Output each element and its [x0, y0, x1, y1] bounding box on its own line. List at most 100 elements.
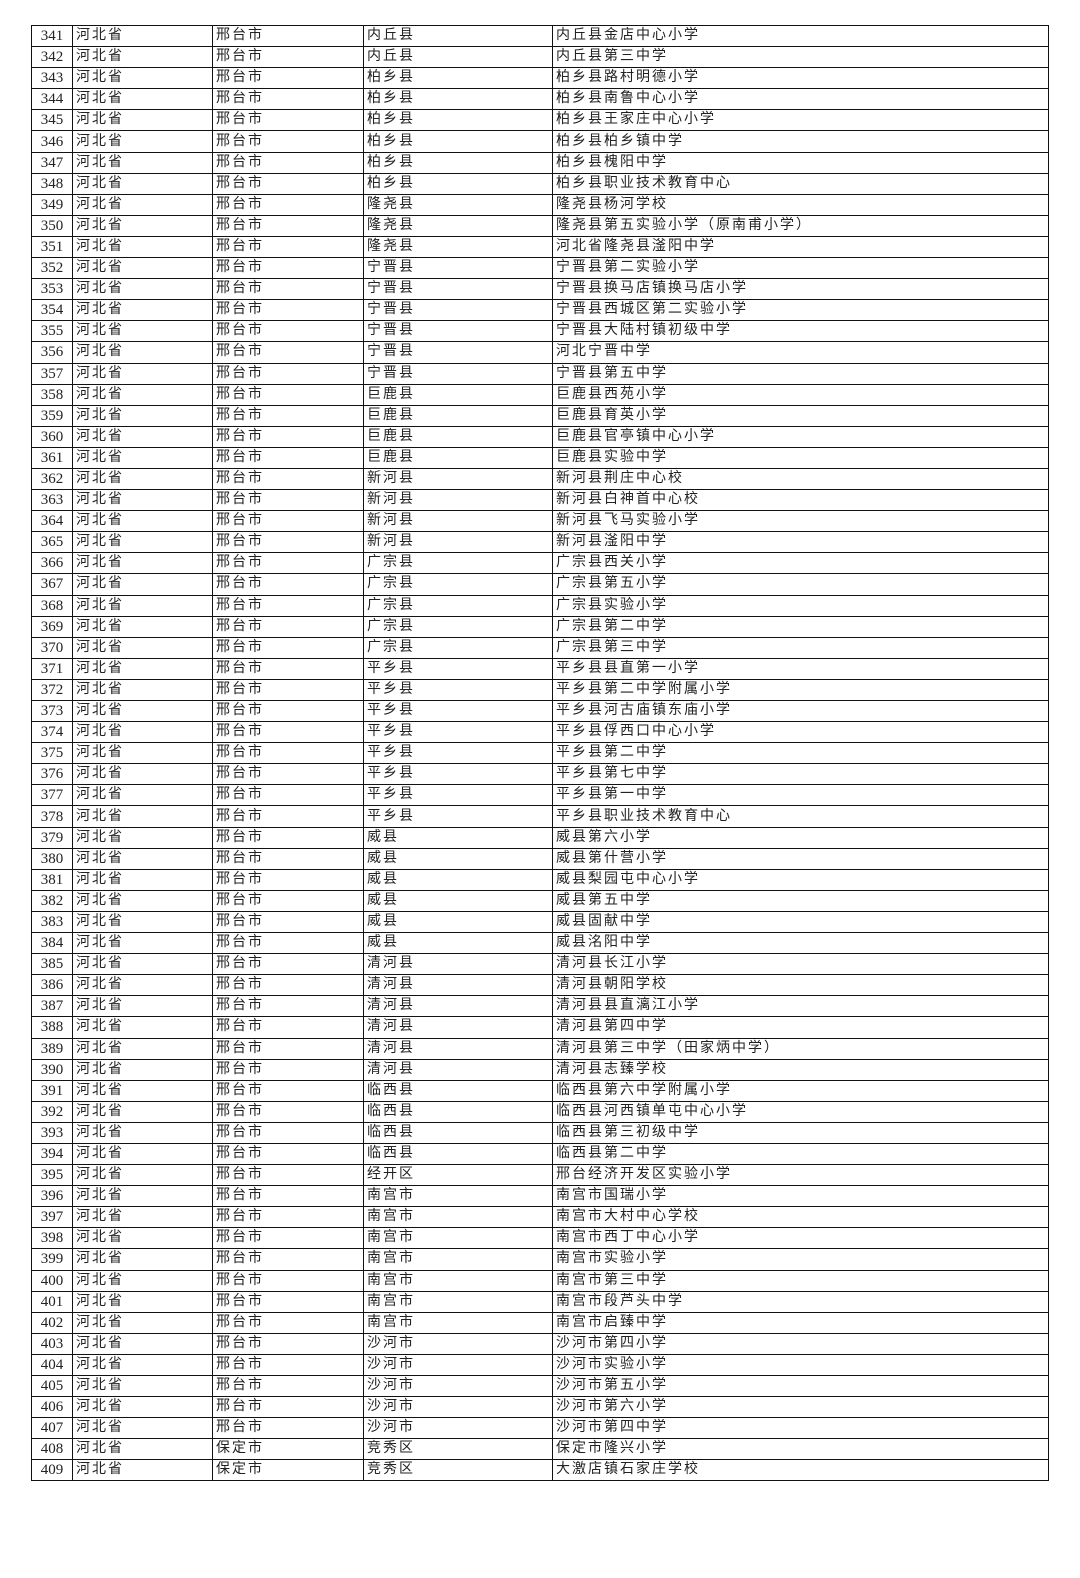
- table-body: 341 河北省 邢台市 内丘县 内丘县金店中心小学 342 河北省 邢台市 内丘县 内丘县第三中学…: [31, 24, 1049, 1482]
- county-cell: 宁晋县: [363, 341, 553, 364]
- table-row: 391 河北省 邢台市 临西县 临西县第六中学附属小学: [31, 1079, 1049, 1102]
- province-cell: 河北省: [72, 257, 213, 280]
- city-cell: 邢台市: [212, 1100, 364, 1123]
- city-cell: 保定市: [212, 1459, 364, 1482]
- row-number: 408: [31, 1438, 73, 1461]
- school-name-cell: 保定市隆兴小学: [552, 1438, 1049, 1461]
- table-row: 399 河北省 邢台市 南宫市 南宫市实验小学: [31, 1248, 1049, 1271]
- school-name-cell: 隆尧县第五实验小学（原南甫小学）: [552, 214, 1049, 237]
- county-cell: 南宫市: [363, 1185, 553, 1208]
- school-name-cell: 威县固献中学: [552, 910, 1049, 934]
- school-name-cell: 广宗县第五小学: [552, 573, 1049, 596]
- row-number: 409: [31, 1459, 73, 1482]
- province-cell: 河北省: [72, 1227, 213, 1250]
- province-cell: 河北省: [72, 552, 213, 575]
- school-name-cell: 临西县第六中学附属小学: [552, 1079, 1049, 1102]
- school-name-cell: 宁晋县第二实验小学: [552, 257, 1049, 280]
- county-cell: 经开区: [363, 1164, 553, 1187]
- school-name-cell: 威县第五中学: [552, 889, 1049, 912]
- table-row: 394 河北省 邢台市 临西县 临西县第二中学: [31, 1142, 1049, 1166]
- row-number: 388: [31, 1016, 73, 1039]
- school-name-cell: 临西县第三初级中学: [552, 1121, 1049, 1144]
- city-cell: 邢台市: [212, 383, 364, 406]
- city-cell: 邢台市: [212, 1206, 364, 1229]
- table-row: 366 河北省 邢台市 广宗县 广宗县西关小学: [31, 552, 1049, 575]
- city-cell: 邢台市: [212, 1332, 364, 1355]
- city-cell: 邢台市: [212, 784, 364, 807]
- school-name-cell: 内丘县金店中心小学: [552, 24, 1049, 48]
- city-cell: 邢台市: [212, 1269, 364, 1292]
- school-name-cell: 平乡县河古庙镇东庙小学: [552, 699, 1049, 723]
- city-cell: 邢台市: [212, 489, 364, 512]
- table-row: 404 河北省 邢台市 沙河市 沙河市实验小学: [31, 1353, 1049, 1377]
- province-cell: 河北省: [72, 172, 213, 195]
- row-number: 357: [31, 362, 73, 385]
- row-number: 355: [31, 320, 73, 343]
- city-cell: 邢台市: [212, 235, 364, 259]
- city-cell: 邢台市: [212, 932, 364, 955]
- table-row: 383 河北省 邢台市 威县 威县固献中学: [31, 910, 1049, 934]
- table-row: 408 河北省 保定市 竞秀区 保定市隆兴小学: [31, 1438, 1049, 1461]
- school-list-table: 341 河北省 邢台市 内丘县 内丘县金店中心小学 342 河北省 邢台市 内丘县 内丘县第三中学…: [31, 24, 1049, 1482]
- province-cell: 河北省: [72, 67, 213, 90]
- city-cell: 邢台市: [212, 910, 364, 934]
- row-number: 370: [31, 636, 73, 659]
- province-cell: 河北省: [72, 24, 213, 48]
- table-row: 371 河北省 邢台市 平乡县 平乡县县直第一小学: [31, 657, 1049, 680]
- school-name-cell: 平乡县职业技术教育中心: [552, 805, 1049, 828]
- table-row: 356 河北省 邢台市 宁晋县 河北宁晋中学: [31, 341, 1049, 364]
- school-name-cell: 邢台经济开发区实验小学: [552, 1164, 1049, 1187]
- county-cell: 威县: [363, 847, 553, 870]
- province-cell: 河北省: [72, 446, 213, 469]
- table-row: 368 河北省 邢台市 广宗县 广宗县实验小学: [31, 594, 1049, 617]
- county-cell: 临西县: [363, 1079, 553, 1102]
- county-cell: 竞秀区: [363, 1459, 553, 1482]
- row-number: 394: [31, 1142, 73, 1166]
- province-cell: 河北省: [72, 636, 213, 659]
- city-cell: 邢台市: [212, 362, 364, 385]
- school-name-cell: 广宗县实验小学: [552, 594, 1049, 617]
- city-cell: 邢台市: [212, 172, 364, 195]
- table-row: 395 河北省 邢台市 经开区 邢台经济开发区实验小学: [31, 1164, 1049, 1187]
- table-row: 370 河北省 邢台市 广宗县 广宗县第三中学: [31, 636, 1049, 659]
- county-cell: 宁晋县: [363, 299, 553, 322]
- county-cell: 广宗县: [363, 594, 553, 617]
- table-row: 367 河北省 邢台市 广宗县 广宗县第五小学: [31, 573, 1049, 596]
- city-cell: 邢台市: [212, 88, 364, 111]
- table-row: 352 河北省 邢台市 宁晋县 宁晋县第二实验小学: [31, 257, 1049, 280]
- table-row: 392 河北省 邢台市 临西县 临西县河西镇单屯中心小学: [31, 1100, 1049, 1123]
- row-number: 393: [31, 1121, 73, 1144]
- county-cell: 平乡县: [363, 742, 553, 765]
- province-cell: 河北省: [72, 615, 213, 638]
- school-name-cell: 威县第六小学: [552, 826, 1049, 849]
- province-cell: 河北省: [72, 1016, 213, 1039]
- row-number: 365: [31, 531, 73, 554]
- row-number: 361: [31, 446, 73, 469]
- school-name-cell: 威县洺阳中学: [552, 932, 1049, 955]
- school-name-cell: 宁晋县换马店镇换马店小学: [552, 278, 1049, 301]
- school-name-cell: 南宫市启臻中学: [552, 1311, 1049, 1334]
- city-cell: 邢台市: [212, 193, 364, 216]
- county-cell: 沙河市: [363, 1353, 553, 1377]
- table-row: 379 河北省 邢台市 威县 威县第六小学: [31, 826, 1049, 849]
- row-number: 352: [31, 257, 73, 280]
- row-number: 378: [31, 805, 73, 828]
- county-cell: 柏乡县: [363, 130, 553, 153]
- county-cell: 广宗县: [363, 573, 553, 596]
- school-name-cell: 宁晋县大陆村镇初级中学: [552, 320, 1049, 343]
- row-number: 345: [31, 109, 73, 132]
- table-row: 358 河北省 邢台市 巨鹿县 巨鹿县西苑小学: [31, 383, 1049, 406]
- school-name-cell: 广宗县第二中学: [552, 615, 1049, 638]
- table-row: 382 河北省 邢台市 威县 威县第五中学: [31, 889, 1049, 912]
- school-name-cell: 平乡县第七中学: [552, 763, 1049, 786]
- city-cell: 邢台市: [212, 257, 364, 280]
- city-cell: 邢台市: [212, 151, 364, 174]
- school-name-cell: 广宗县西关小学: [552, 552, 1049, 575]
- row-number: 383: [31, 910, 73, 934]
- county-cell: 宁晋县: [363, 278, 553, 301]
- table-row: 374 河北省 邢台市 平乡县 平乡县俘西口中心小学: [31, 721, 1049, 744]
- table-row: 341 河北省 邢台市 内丘县 内丘县金店中心小学: [31, 24, 1049, 48]
- row-number: 375: [31, 742, 73, 765]
- table-row: 348 河北省 邢台市 柏乡县 柏乡县职业技术教育中心: [31, 172, 1049, 195]
- province-cell: 河北省: [72, 868, 213, 891]
